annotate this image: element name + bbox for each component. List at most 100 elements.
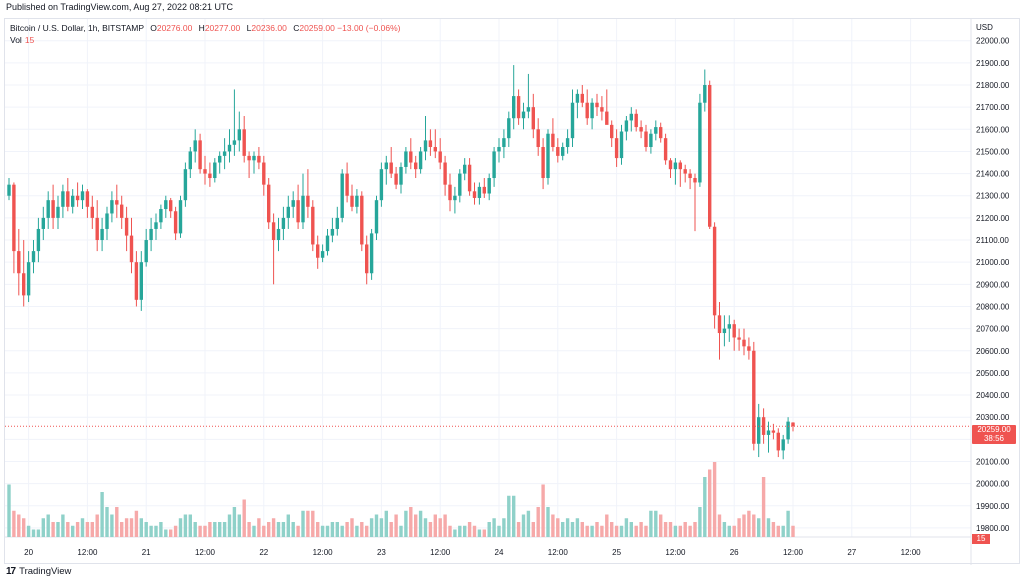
candle-body xyxy=(124,217,129,236)
x-tick-label: 12:00 xyxy=(77,548,98,557)
volume-bar xyxy=(316,522,320,537)
candle-body xyxy=(232,140,237,145)
volume-bar xyxy=(306,510,310,537)
candle-body xyxy=(752,350,756,444)
high-value: 20277.00 xyxy=(204,23,241,33)
candle-body xyxy=(727,324,731,329)
volume-bar xyxy=(580,522,584,537)
volume-bar xyxy=(634,525,638,537)
volume-bar xyxy=(757,518,761,537)
candle-body xyxy=(737,337,741,340)
volume-bar xyxy=(551,514,555,537)
y-tick-label: 21400.00 xyxy=(976,170,1010,179)
candlestick-chart[interactable]: USD19800.0019900.0020000.0020100.0020200… xyxy=(5,19,1021,565)
candle-body xyxy=(281,217,286,229)
candle-body xyxy=(497,147,501,152)
candle-body xyxy=(761,417,766,435)
y-tick-label: 19900.00 xyxy=(976,502,1010,511)
volume-bar xyxy=(56,522,60,537)
volume-bar xyxy=(389,522,393,537)
candle-body xyxy=(668,160,673,170)
candle-body xyxy=(41,217,45,229)
tradingview-logo[interactable]: 17 TradingView xyxy=(6,566,71,577)
candle-body xyxy=(276,228,281,241)
volume-bar xyxy=(164,529,168,537)
x-tick-label: 22 xyxy=(259,548,268,557)
candle-body xyxy=(110,200,114,214)
chart-pane[interactable]: USD19800.0019900.0020000.0020100.0020200… xyxy=(4,18,1021,565)
volume-bar xyxy=(409,507,413,537)
candle-body xyxy=(575,93,580,103)
candle-body xyxy=(487,178,491,194)
volume-bar xyxy=(169,529,173,537)
y-tick-label: 20600.00 xyxy=(976,347,1010,356)
volume-bar xyxy=(178,518,183,537)
volume-bar xyxy=(36,529,41,537)
candle-body xyxy=(139,262,143,300)
volume-bar xyxy=(629,522,633,537)
candle-body xyxy=(570,102,575,139)
close-label: C xyxy=(293,23,300,33)
candle-body xyxy=(492,151,496,179)
volume-bar xyxy=(418,510,423,537)
candle-body xyxy=(325,235,330,252)
y-tick-label: 22000.00 xyxy=(976,37,1010,46)
candle-body xyxy=(742,339,746,347)
volume-bar xyxy=(257,518,261,537)
candle-body xyxy=(600,107,604,112)
volume-bar xyxy=(75,522,80,537)
candle-body xyxy=(271,222,276,241)
candle-body xyxy=(791,422,795,427)
volume-bar xyxy=(536,507,540,537)
candle-body xyxy=(169,200,173,212)
close-value: 20259.00 xyxy=(299,23,335,33)
volume-label[interactable]: Vol xyxy=(10,35,22,45)
volume-bar xyxy=(311,510,315,537)
open-value: 20276.00 xyxy=(156,23,193,33)
volume-bar xyxy=(516,522,521,537)
candle-body xyxy=(46,200,50,218)
volume-bar xyxy=(610,522,614,537)
candle-body xyxy=(541,147,545,179)
volume-bar xyxy=(443,514,447,537)
volume-bar xyxy=(31,529,36,537)
candle-body xyxy=(585,102,589,119)
candle-body xyxy=(100,228,104,241)
volume-bar xyxy=(575,518,580,537)
volume-bar xyxy=(139,518,143,537)
x-tick-label: 12:00 xyxy=(313,548,334,557)
volume-bar xyxy=(521,514,526,537)
candle-body xyxy=(237,129,241,141)
candle-body xyxy=(659,127,663,139)
candle-body xyxy=(115,200,119,205)
volume-bar xyxy=(492,518,496,537)
volume-bar xyxy=(173,525,178,537)
bar-countdown: 38:56 xyxy=(983,434,1005,443)
y-tick-label: 20900.00 xyxy=(976,280,1010,289)
volume-bar xyxy=(213,522,217,537)
symbol-label[interactable]: Bitcoin / U.S. Dollar, 1h, BITSTAMP xyxy=(10,23,144,33)
volume-bar xyxy=(722,522,727,537)
y-tick-label: 21300.00 xyxy=(976,192,1010,201)
candle-body xyxy=(17,251,21,274)
volume-bar xyxy=(144,522,148,537)
ohlc-legend-row: Bitcoin / U.S. Dollar, 1h, BITSTAMP O202… xyxy=(10,22,401,34)
volume-bar xyxy=(639,522,643,537)
volume-bar xyxy=(791,525,795,537)
candle-body xyxy=(51,200,55,218)
volume-bar xyxy=(708,469,712,537)
candle-body xyxy=(757,417,761,444)
volume-bar xyxy=(17,514,21,537)
volume-bar xyxy=(208,522,212,537)
y-tick-label: 20100.00 xyxy=(976,457,1010,466)
candle-body xyxy=(242,129,246,156)
candle-body xyxy=(512,96,516,119)
volume-bar xyxy=(276,522,281,537)
volume-bar xyxy=(369,518,374,537)
candle-body xyxy=(561,147,565,156)
y-tick-label: 21000.00 xyxy=(976,258,1010,267)
candle-body xyxy=(203,169,207,174)
volume-bar xyxy=(766,518,771,537)
x-tick-label: 12:00 xyxy=(430,548,451,557)
last-volume-tag: 15 xyxy=(972,534,990,544)
